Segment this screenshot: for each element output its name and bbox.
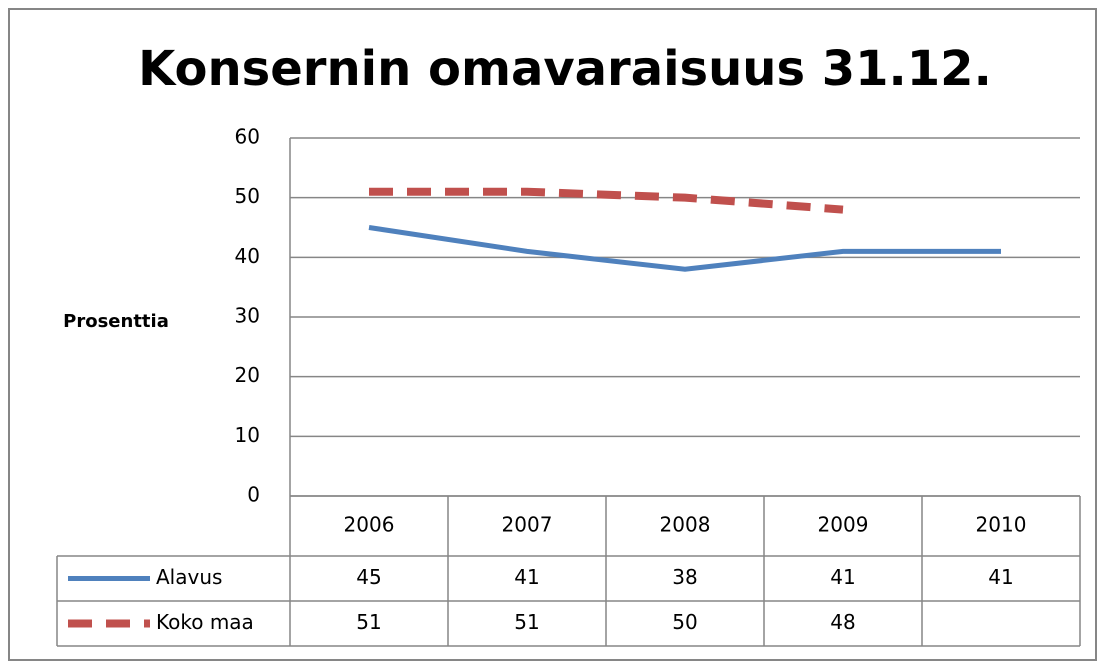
y-axis-label: Prosenttia xyxy=(63,311,169,332)
series-line xyxy=(368,225,1001,272)
x-tick-label: 2008 xyxy=(660,513,711,537)
table-value: 41 xyxy=(830,565,855,589)
y-tick-label: 20 xyxy=(235,363,260,387)
table-value: 51 xyxy=(514,610,539,634)
y-tick-label: 50 xyxy=(235,184,260,208)
chart-title: Konsernin omavaraisuus 31.12. xyxy=(138,41,992,97)
table-value: 50 xyxy=(672,610,697,634)
x-tick-label: 2009 xyxy=(818,513,869,537)
x-tick-label: 2007 xyxy=(502,513,553,537)
y-tick-label: 40 xyxy=(235,244,260,268)
legend-label: Koko maa xyxy=(156,610,254,634)
legend-label: Alavus xyxy=(156,565,222,589)
x-tick-label: 2006 xyxy=(344,513,395,537)
series-line xyxy=(369,187,844,214)
y-tick-label: 10 xyxy=(235,423,260,447)
table-value: 38 xyxy=(672,565,697,589)
chart-frame xyxy=(8,8,1097,661)
table-value: 45 xyxy=(356,565,381,589)
y-tick-label: 0 xyxy=(247,483,260,507)
table-value: 51 xyxy=(356,610,381,634)
y-tick-label: 30 xyxy=(235,304,260,328)
x-tick-label: 2010 xyxy=(976,513,1027,537)
table-value: 48 xyxy=(830,610,855,634)
table-value: 41 xyxy=(514,565,539,589)
table-value: 41 xyxy=(988,565,1013,589)
y-tick-label: 60 xyxy=(235,125,260,149)
